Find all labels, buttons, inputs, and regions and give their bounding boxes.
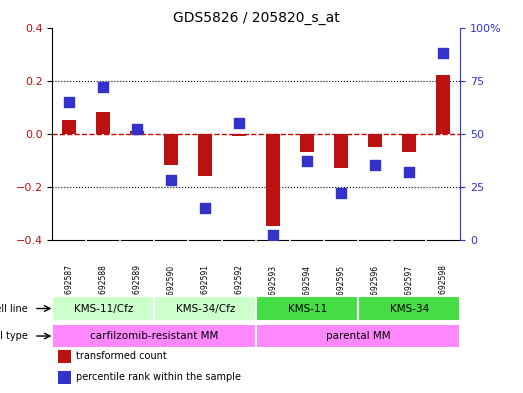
Point bbox=[201, 205, 209, 211]
Text: GSM1692590: GSM1692590 bbox=[167, 264, 176, 316]
Title: GDS5826 / 205820_s_at: GDS5826 / 205820_s_at bbox=[173, 11, 339, 25]
Text: KMS-11/Cfz: KMS-11/Cfz bbox=[74, 303, 133, 314]
Bar bbox=[256, 323, 460, 348]
Point bbox=[405, 169, 413, 175]
Bar bbox=[52, 323, 256, 348]
Bar bbox=[436, 75, 450, 134]
Text: transformed count: transformed count bbox=[76, 351, 167, 361]
Text: GSM1692591: GSM1692591 bbox=[201, 264, 210, 316]
Point bbox=[65, 99, 73, 105]
Bar bbox=[266, 134, 280, 226]
Point bbox=[99, 84, 108, 90]
Bar bbox=[164, 134, 178, 165]
Text: GSM1692587: GSM1692587 bbox=[65, 264, 74, 316]
Text: cell type: cell type bbox=[0, 331, 28, 341]
Bar bbox=[154, 296, 256, 321]
Text: GSM1692597: GSM1692597 bbox=[405, 264, 414, 316]
Point bbox=[337, 190, 345, 196]
Text: GSM1692595: GSM1692595 bbox=[337, 264, 346, 316]
Bar bbox=[63, 120, 76, 134]
Text: GSM1692588: GSM1692588 bbox=[99, 264, 108, 315]
Bar bbox=[232, 134, 246, 136]
Text: percentile rank within the sample: percentile rank within the sample bbox=[76, 372, 241, 382]
Text: GSM1692593: GSM1692593 bbox=[269, 264, 278, 316]
Point bbox=[235, 120, 243, 126]
Point bbox=[269, 232, 277, 239]
Bar bbox=[52, 296, 154, 321]
Text: KMS-11: KMS-11 bbox=[288, 303, 327, 314]
Text: cell line: cell line bbox=[0, 303, 28, 314]
Text: GSM1692589: GSM1692589 bbox=[133, 264, 142, 316]
Bar bbox=[130, 131, 144, 134]
Text: parental MM: parental MM bbox=[326, 331, 391, 341]
Bar bbox=[300, 134, 314, 152]
Text: KMS-34/Cfz: KMS-34/Cfz bbox=[176, 303, 235, 314]
Bar bbox=[256, 296, 358, 321]
Text: GSM1692592: GSM1692592 bbox=[235, 264, 244, 316]
Bar bbox=[198, 134, 212, 176]
Bar bbox=[334, 134, 348, 168]
Text: GSM1692596: GSM1692596 bbox=[371, 264, 380, 316]
Point bbox=[439, 50, 447, 56]
Bar bbox=[96, 112, 110, 134]
Point bbox=[303, 158, 311, 164]
Text: KMS-34: KMS-34 bbox=[390, 303, 429, 314]
Point bbox=[167, 177, 175, 184]
Text: GSM1692598: GSM1692598 bbox=[439, 264, 448, 316]
Bar bbox=[358, 296, 460, 321]
Text: GSM1692594: GSM1692594 bbox=[303, 264, 312, 316]
Text: carfilzomib-resistant MM: carfilzomib-resistant MM bbox=[90, 331, 219, 341]
Bar bbox=[403, 134, 416, 152]
Point bbox=[371, 162, 379, 169]
Point bbox=[133, 126, 141, 132]
Bar bbox=[368, 134, 382, 147]
